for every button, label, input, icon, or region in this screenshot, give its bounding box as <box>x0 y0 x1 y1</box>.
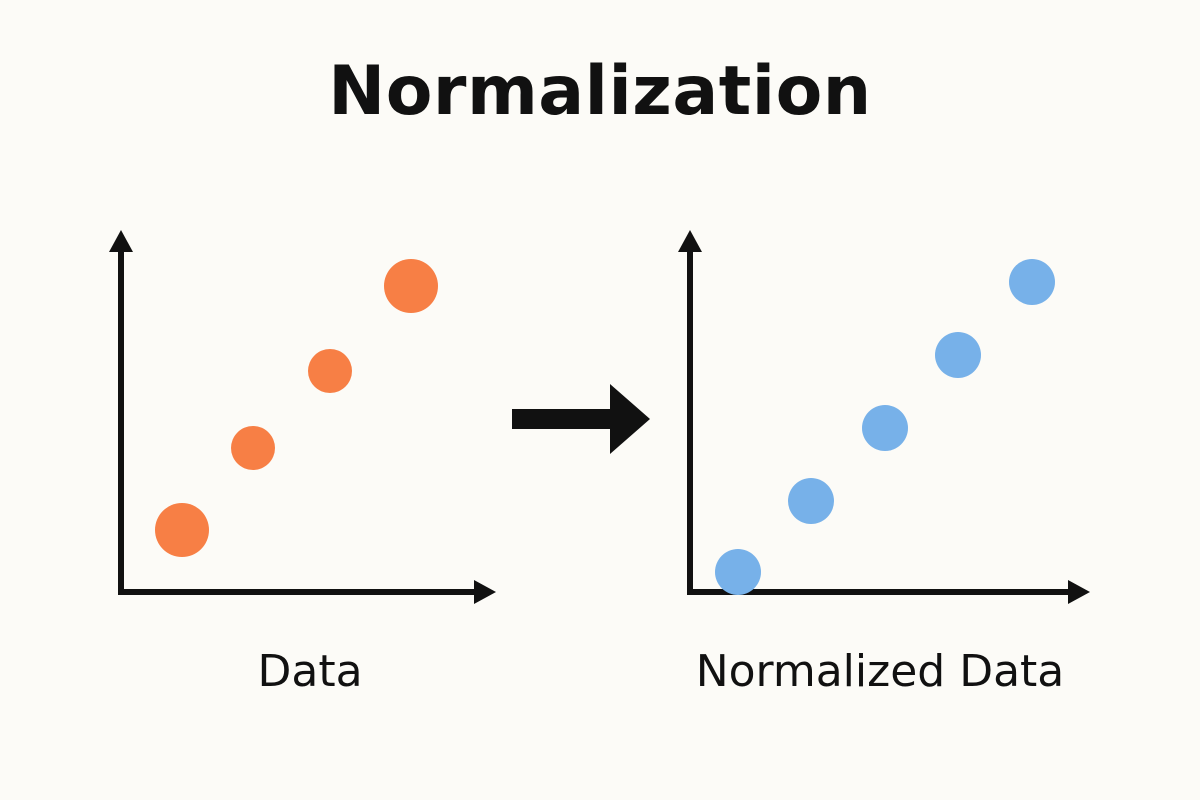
data-point <box>384 259 438 313</box>
diagram-title: Normalization <box>328 52 872 131</box>
left-axes <box>109 230 496 604</box>
normalized-point <box>1009 259 1055 305</box>
normalized-point <box>788 478 834 524</box>
right-axes <box>678 230 1090 604</box>
data-point <box>231 426 275 470</box>
right-points <box>715 259 1055 595</box>
normalized-point <box>935 332 981 378</box>
data-point <box>155 503 209 557</box>
left-x-axis-arrowhead <box>474 580 496 604</box>
right-x-axis-arrowhead <box>1068 580 1090 604</box>
normalized-point <box>715 549 761 595</box>
left-points <box>155 259 438 557</box>
right-y-axis-arrowhead <box>678 230 702 252</box>
right-arrow-icon <box>512 384 650 454</box>
data-caption: Data <box>257 646 363 697</box>
data-point <box>308 349 352 393</box>
normalized-data-caption: Normalized Data <box>695 646 1065 697</box>
normalized-point <box>862 405 908 451</box>
left-y-axis-arrowhead <box>109 230 133 252</box>
